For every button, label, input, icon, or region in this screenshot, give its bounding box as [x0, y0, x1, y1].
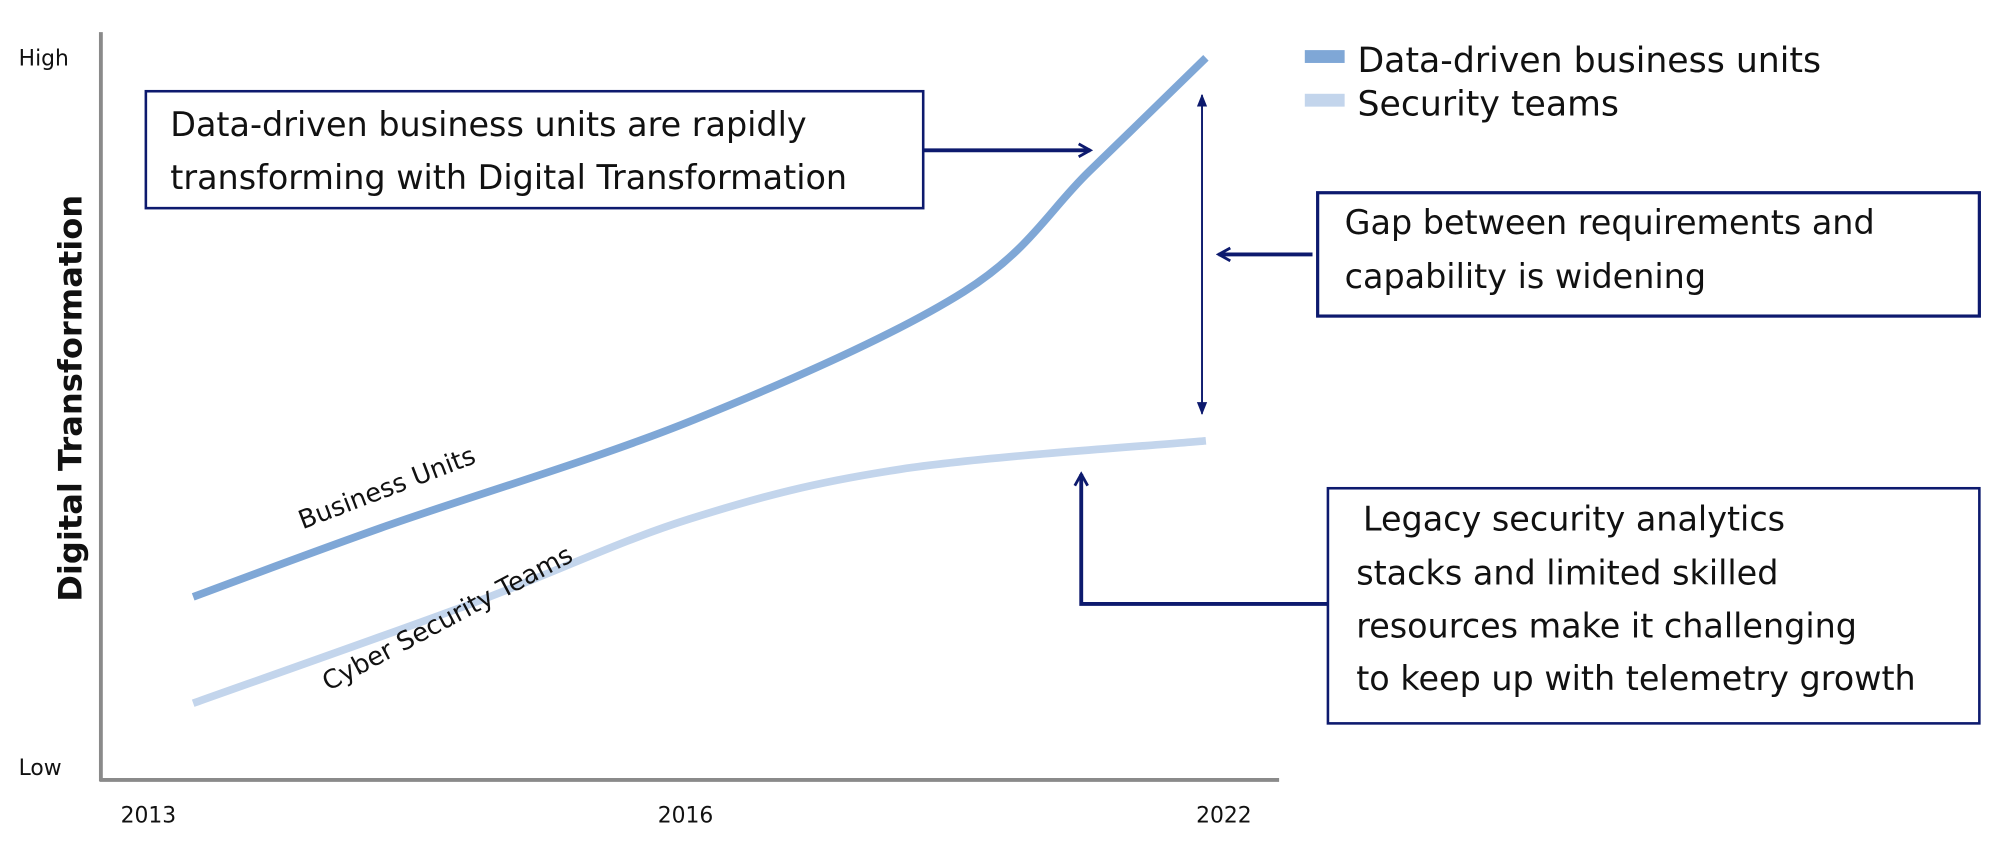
x-tick-2013: 2013	[121, 803, 177, 828]
annotation-transform-line-2: transforming with Digital Transformation	[170, 158, 847, 197]
annotation-box-legacy	[1326, 486, 1981, 725]
annotation-legacy-line-3: resources make it challenging	[1356, 606, 1857, 645]
annotation-legacy-line-2: stacks and limited skilled	[1356, 554, 1778, 593]
annotation-gap-line-2: capability is widening	[1345, 257, 1706, 296]
annotation-box-gap	[1316, 191, 1981, 318]
y-axis-label: Digital Transformation	[52, 195, 90, 602]
legend-swatch-security-teams	[1304, 93, 1345, 107]
annotation-box-transform	[144, 89, 925, 210]
annotation-legacy-line-4: to keep up with telemetry growth	[1356, 659, 1916, 698]
series-line-security-teams	[191, 436, 1207, 707]
annotation-transform-line-1: Data-driven business units are rapidly	[170, 105, 806, 144]
annotation-gap-line-1: Gap between requirements and	[1345, 203, 1875, 242]
x-tick-2022: 2022	[1196, 803, 1252, 828]
series-line-business-units	[191, 55, 1209, 601]
curve-label-cyber-security-teams: Cyber Security Teams	[318, 540, 578, 697]
legend-swatch-business-units	[1304, 50, 1345, 63]
legend-label-business-units: Data-driven business units	[1357, 41, 1821, 81]
x-tick-2016: 2016	[658, 803, 714, 828]
y-tick-high: High	[19, 47, 69, 72]
legend-label-security-teams: Security teams	[1357, 85, 1619, 125]
y-tick-low: Low	[19, 756, 62, 781]
arrow-legacy	[1081, 474, 1328, 606]
series-layer	[191, 55, 1209, 707]
annotation-legacy-line-1: Legacy security analytics	[1352, 500, 1785, 539]
